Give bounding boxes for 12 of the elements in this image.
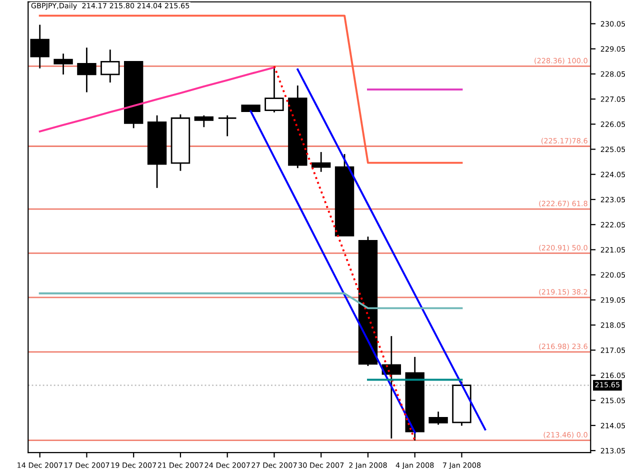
line-series <box>273 65 416 442</box>
line-series <box>38 66 276 132</box>
candlestick <box>77 46 96 93</box>
candlestick <box>194 114 214 128</box>
candlestick <box>218 114 237 137</box>
line-series <box>250 110 416 434</box>
candlestick <box>264 66 284 114</box>
line-series <box>296 68 486 430</box>
candlestick <box>311 151 331 173</box>
candlestick <box>428 410 448 426</box>
candlestick <box>54 52 73 76</box>
candlestick <box>100 48 120 84</box>
